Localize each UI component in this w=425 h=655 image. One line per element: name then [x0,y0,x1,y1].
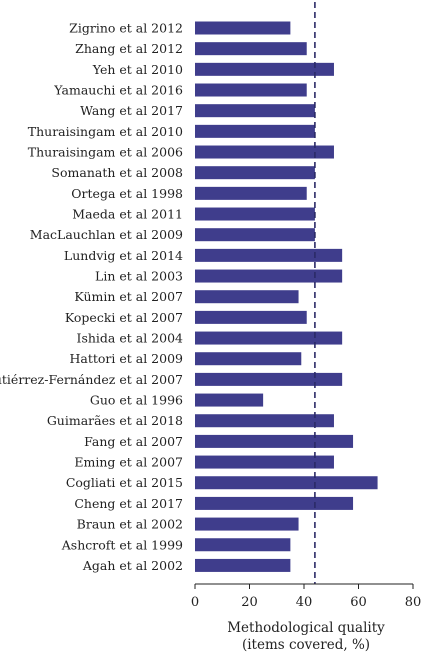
bar [195,124,315,138]
bar [195,42,307,56]
bar [195,455,334,469]
bar [195,310,307,324]
bar [195,496,354,510]
bar [195,476,378,490]
bar [195,538,291,552]
bar [195,558,291,572]
bars-group [195,21,378,572]
bar [195,393,264,407]
category-label: Eming et al 2007 [74,455,183,470]
x-tick-label: 40 [296,595,313,610]
bar [195,21,291,35]
bar [195,372,343,386]
bar [195,145,334,159]
bar [195,434,354,448]
category-label: Cogliati et al 2015 [66,475,183,490]
category-label: Kümin et al 2007 [74,289,183,304]
category-label: Ishida et al 2004 [77,331,184,346]
category-label: Hattori et al 2009 [69,351,183,366]
bar [195,62,334,76]
category-label: Thuraisingam et al 2010 [28,124,183,139]
category-label: Zigrino et al 2012 [69,21,183,36]
bar [195,248,343,262]
bar [195,414,334,428]
category-label: Lin et al 2003 [95,269,183,284]
bar [195,269,343,283]
category-label: Agah et al 2002 [82,558,183,573]
category-label: Guimarães et al 2018 [47,413,183,428]
category-label: Fang et al 2007 [84,434,183,449]
bar [195,228,315,242]
bar [195,83,307,97]
category-label: Zhang et al 2012 [75,41,183,56]
x-tick-label: 0 [191,595,199,610]
category-label: Ortega et al 1998 [71,186,183,201]
bar [195,166,315,180]
bar [195,517,299,531]
bar [195,186,307,200]
bar [195,331,343,345]
x-tick-label: 80 [405,595,422,610]
category-label: Braun et al 2002 [77,517,183,532]
category-label: Cheng et al 2017 [74,496,183,511]
category-label: Yeh et al 2010 [92,62,183,77]
category-label: Somanath et al 2008 [51,165,183,180]
category-label: Maeda et al 2011 [72,207,183,222]
category-label: MacLauchlan et al 2009 [30,227,183,242]
category-label: Ashcroft et al 1999 [61,537,183,552]
bar [195,104,315,118]
x-ticks-group: 0 20 40 60 80 [191,584,421,610]
bar [195,207,315,221]
category-label: Yamauchi et al 2016 [53,83,183,98]
x-tick-label: 60 [350,595,367,610]
x-axis-title-line1: Methodological quality [227,620,385,636]
category-label: Wang et al 2017 [80,103,183,118]
category-label: Kopecki et al 2007 [65,310,183,325]
x-axis-title-line2: (items covered, %) [242,637,370,653]
category-label: Gutiérrez-Fernández et al 2007 [0,372,183,387]
category-labels-group: Zigrino et al 2012 Zhang et al 2012 Yeh et… [0,21,183,573]
bar [195,290,299,304]
category-label: Lundvig et al 2014 [64,248,183,263]
category-label: Guo et al 1996 [90,393,183,408]
bar [195,352,302,366]
category-label: Thuraisingam et al 2006 [28,145,183,160]
x-tick-label: 20 [241,595,258,610]
